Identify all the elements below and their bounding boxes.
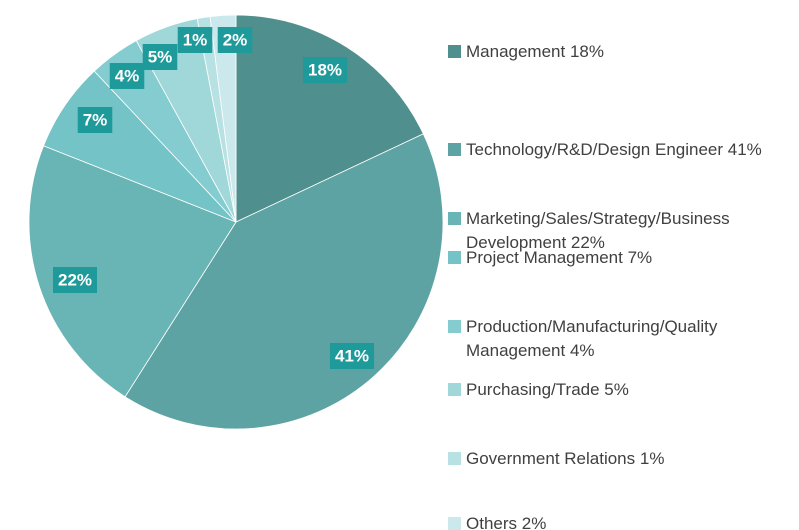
- data-label-text: 2%: [223, 30, 248, 49]
- pie-slice: [28, 145, 237, 398]
- legend-item: Marketing/Sales/Strategy/Business Develo…: [448, 207, 798, 255]
- legend-item: Purchasing/Trade 5%: [448, 378, 798, 402]
- data-label-box: [302, 57, 348, 83]
- data-label: 22%: [52, 267, 98, 293]
- legend-swatch: [448, 212, 461, 225]
- data-label: 18%: [302, 57, 348, 83]
- legend-label: Purchasing/Trade 5%: [466, 380, 629, 399]
- legend-item: Government Relations 1%: [448, 447, 798, 471]
- data-label-text: 1%: [183, 30, 208, 49]
- legend-item: Technology/R&D/Design Engineer 41%: [448, 138, 798, 162]
- data-label-box: [77, 107, 113, 133]
- data-label-text: 22%: [58, 270, 92, 289]
- data-label-text: 5%: [148, 47, 173, 66]
- data-label-box: [142, 44, 178, 70]
- data-label-box: [52, 267, 98, 293]
- data-label: 4%: [109, 63, 145, 89]
- legend-label: Marketing/Sales/Strategy/Business Develo…: [466, 209, 730, 252]
- legend-label: Others 2%: [466, 514, 547, 530]
- legend-swatch: [448, 45, 461, 58]
- pie-slice: [209, 14, 237, 223]
- data-label-text: 41%: [335, 346, 369, 365]
- legend-label: Technology/R&D/Design Engineer 41%: [466, 140, 762, 159]
- pie-area: 18% 41% 22% 7% 4% 5% 1% 2%: [28, 14, 444, 430]
- legend-swatch: [448, 143, 461, 156]
- legend-swatch: [448, 320, 461, 333]
- data-label-box: [109, 63, 145, 89]
- data-label-text: 4%: [115, 66, 140, 85]
- data-label-box: [329, 343, 375, 369]
- legend-label: Production/Manufacturing/Quality Managem…: [466, 317, 718, 360]
- legend-label: Management 18%: [466, 42, 604, 61]
- data-label: 5%: [142, 44, 178, 70]
- legend-swatch: [448, 383, 461, 396]
- legend-item: Project Management 7%: [448, 246, 798, 270]
- data-label: 41%: [329, 343, 375, 369]
- legend-item: Management 18%: [448, 40, 798, 64]
- data-label-text: 18%: [308, 60, 342, 79]
- data-label: 7%: [77, 107, 113, 133]
- legend-label: Government Relations 1%: [466, 449, 665, 468]
- legend-item: Production/Manufacturing/Quality Managem…: [448, 315, 798, 363]
- data-label-box: [177, 27, 213, 53]
- data-label-text: 7%: [83, 110, 108, 129]
- data-label-box: [217, 27, 253, 53]
- data-label: 2%: [217, 27, 253, 53]
- legend-swatch: [448, 452, 461, 465]
- legend-item: Others 2%: [448, 512, 798, 530]
- data-label: 1%: [177, 27, 213, 53]
- legend-swatch: [448, 251, 461, 264]
- legend-swatch: [448, 517, 461, 530]
- pie-slice: [235, 14, 424, 223]
- legend-label: Project Management 7%: [466, 248, 653, 267]
